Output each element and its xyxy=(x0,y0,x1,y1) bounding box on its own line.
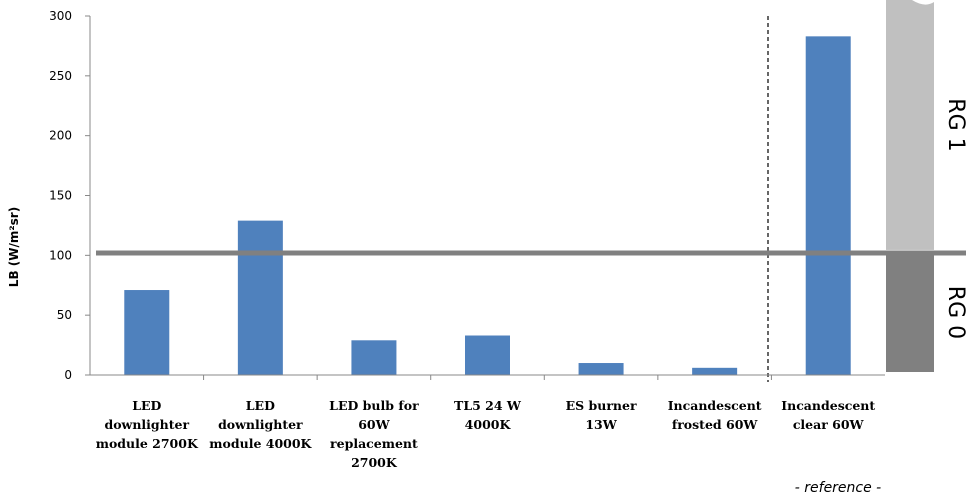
x-tick-label-line: frosted 60W xyxy=(672,417,759,432)
y-tick-label: 100 xyxy=(49,248,72,262)
y-tick-label: 250 xyxy=(49,69,72,83)
x-tick-label: TL5 24 W 4000K xyxy=(454,398,522,432)
x-tick-label-line: 2700K xyxy=(351,455,398,470)
risk-zone-band xyxy=(886,0,934,250)
x-tick-label: Incandescent clear 60W xyxy=(781,398,875,432)
bar xyxy=(237,220,283,375)
y-axis-label: LB (W/m²sr) xyxy=(7,207,21,287)
x-axis-labels: LED downlighter module 2700K LED downlighter… xyxy=(96,375,875,470)
x-tick-label: LED downlighter module 4000K xyxy=(209,398,312,451)
risk-zone-label: RG 1 xyxy=(943,98,968,151)
y-tick-label: 150 xyxy=(49,189,72,203)
bar xyxy=(124,290,170,375)
x-tick-label-line: LED bulb for xyxy=(329,398,419,413)
reference-label: - reference - xyxy=(795,480,881,496)
x-tick-label-line: module 2700K xyxy=(96,436,199,451)
x-tick-label-line: downlighter xyxy=(104,417,189,432)
bar xyxy=(692,367,738,375)
bar xyxy=(465,335,510,375)
y-tick-label: 0 xyxy=(64,368,72,382)
y-axis-ticks: 0 50 100 150 200 250 300 xyxy=(49,9,90,382)
x-tick-label: Incandescent frosted 60W xyxy=(668,398,762,432)
x-tick-label: LED bulb for 60W replacement 2700K xyxy=(329,398,419,470)
bar xyxy=(351,340,397,375)
band-notch xyxy=(912,0,934,5)
x-tick-label: ES burner 13W xyxy=(566,398,637,432)
x-tick-label-line: TL5 24 W xyxy=(454,398,522,413)
x-tick-label-line: module 4000K xyxy=(209,436,312,451)
x-tick-label-line: Incandescent xyxy=(668,398,762,413)
x-tick-label-line: 60W xyxy=(358,417,390,432)
y-tick-label: 300 xyxy=(49,9,72,23)
x-tick-label-line: LED xyxy=(246,398,275,413)
bar xyxy=(805,36,851,376)
x-tick-label: LED downlighter module 2700K xyxy=(96,398,199,451)
bar xyxy=(578,363,624,375)
y-tick-label: 200 xyxy=(49,129,72,143)
x-tick-label-line: clear 60W xyxy=(793,417,865,432)
x-tick-label-line: 13W xyxy=(585,417,617,432)
y-tick-label: 50 xyxy=(57,308,72,322)
x-tick-label-line: LED xyxy=(132,398,161,413)
x-tick-label-line: downlighter xyxy=(218,417,303,432)
x-tick-label-line: 4000K xyxy=(465,417,512,432)
x-tick-label-line: ES burner xyxy=(566,398,637,413)
risk-zone-band xyxy=(886,252,934,372)
x-tick-label-line: Incandescent xyxy=(781,398,875,413)
risk-zone-label: RG 0 xyxy=(943,286,968,339)
bars xyxy=(124,36,851,376)
risk-group-zones: RG 1 RG 0 xyxy=(886,0,968,372)
x-tick-label-line: replacement xyxy=(330,436,418,451)
